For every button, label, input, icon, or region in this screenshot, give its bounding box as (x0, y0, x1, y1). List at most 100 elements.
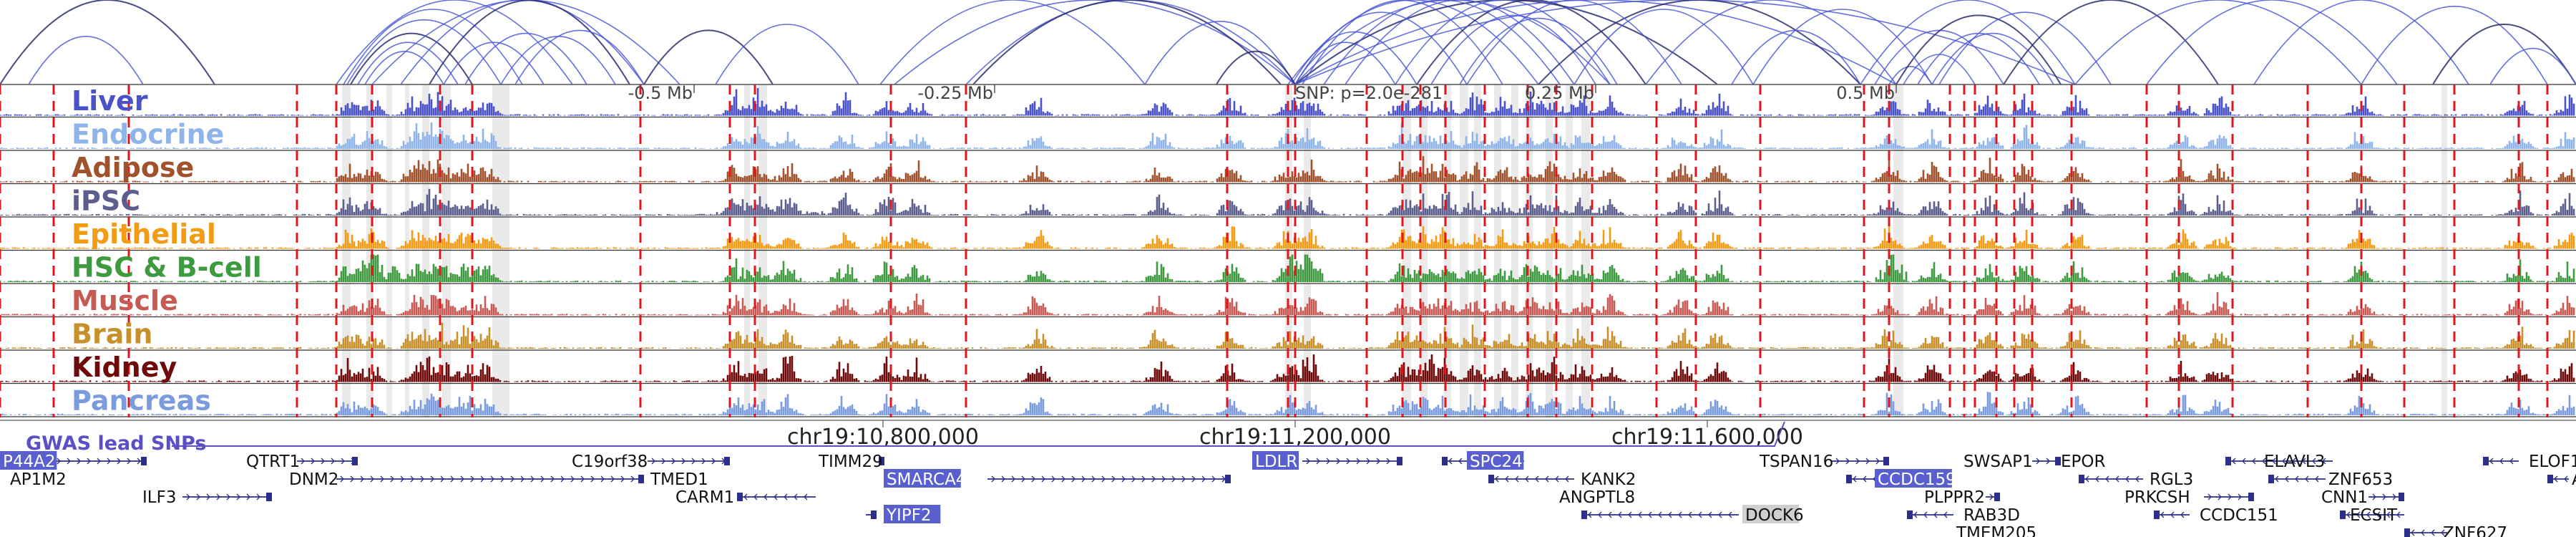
gwas-connector (172, 421, 1785, 447)
gene-exon (1581, 511, 1587, 519)
offset-tick-label: -0.25 Mb (917, 83, 993, 103)
gene-exon (2079, 475, 2084, 483)
highlight-band (366, 84, 374, 417)
loop-arc (443, 42, 545, 85)
gene-znf627: ZNF627 (2404, 524, 2507, 537)
loop-arc (1538, 0, 1861, 85)
gene-exon (871, 511, 877, 519)
loop-arc (1302, 0, 1503, 85)
gene-swsap1: SWSAP1 (1963, 453, 2061, 471)
gene-tmed1: TMED1 (650, 470, 708, 489)
gene-label: EPOR (2061, 453, 2106, 471)
gene-smarca4: SMARCA4 (884, 469, 1231, 489)
track-label: Muscle (72, 285, 178, 316)
loop-arc (2489, 48, 2576, 85)
loop-arc (1416, 0, 1646, 85)
highlight-band (1566, 84, 1573, 417)
track-hsc-b-cell (0, 254, 2576, 284)
gene-c19orf38: C19orf38 (572, 453, 730, 471)
strand-arrows (1989, 493, 1994, 500)
loop-arc (1888, 66, 1933, 85)
gene-exon (1994, 493, 2000, 501)
gene-rgl3: RGL3 (2079, 470, 2193, 489)
gene-label: TIMM29 (818, 453, 883, 471)
gene-elavl3: ELAVL3 (2225, 453, 2333, 471)
gene-exon (2225, 457, 2231, 465)
loop-arc (514, 29, 645, 85)
gene-label: LDLR (1255, 453, 1297, 471)
gene-plppr2: PLPPR2 (1924, 488, 2000, 507)
gene-dnm2: DNM2 (289, 470, 644, 489)
gene-highlight-box (1467, 451, 1524, 470)
gene-yipf2: YIPF2 (866, 505, 941, 525)
loop-arc (1860, 0, 2076, 85)
gene-label: PLPPR2 (1924, 488, 1985, 507)
highlight-band (1444, 84, 1451, 417)
gene-exon (1907, 511, 1913, 519)
gene-exon (1846, 475, 1852, 483)
loop-arc (1938, 11, 2112, 85)
signal-peaks (0, 122, 2575, 149)
gene-label: YIPF2 (886, 506, 932, 525)
gene-label: DOCK6 (1745, 506, 1804, 525)
signal-peaks (0, 254, 2575, 282)
strand-arrows (2372, 493, 2396, 500)
gene-label: SWSAP1 (1963, 453, 2033, 471)
loop-arc (2146, 0, 2398, 85)
gene-ccdc151: CCDC151 (2154, 506, 2278, 525)
strand-arrows (1835, 458, 1880, 465)
gene-label: ANGPTL8 (1559, 488, 1635, 507)
loop-arc (350, 32, 473, 85)
gene-label: CARM1 (675, 488, 734, 507)
track-label: Kidney (72, 352, 177, 383)
gene-label: ZNF627 (2443, 524, 2507, 537)
chromatin-loop-arcs (0, 0, 2576, 85)
gene-tspan16: TSPAN16 (1759, 453, 1889, 471)
highlight-band (342, 84, 351, 417)
track-label: Endocrine (72, 119, 224, 150)
gene-exon (141, 457, 147, 465)
gene-label: TSPAN16 (1759, 453, 1833, 471)
gene-elof1: ELOF1 (2483, 453, 2576, 471)
gene-prkcsh: PRKCSH (2124, 488, 2254, 507)
loop-arc (1731, 29, 1861, 85)
gene-label: CCDC159 (1878, 470, 1956, 489)
loop-arc (972, 0, 1282, 85)
gene-qtrt1: QTRT1 (246, 453, 358, 471)
strand-arrows (2275, 475, 2319, 483)
gene-label: PRKCSH (2124, 488, 2190, 507)
strand-arrows (301, 458, 355, 465)
gene-exon (879, 457, 884, 465)
gene-label: AC (2572, 470, 2576, 489)
strand-arrows (743, 493, 808, 500)
loop-arc (1752, 9, 1933, 85)
highlight-band (758, 84, 767, 417)
gwas-lead-snps: GWAS lead SNPs (26, 421, 1785, 455)
gene-epor: EPOR (2061, 453, 2106, 471)
highlight-band (386, 84, 392, 417)
loop-arc (2253, 0, 2469, 85)
gene-label: SPC24 (1470, 453, 1523, 471)
track-label: Adipose (72, 152, 194, 183)
gene-dock6: DOCK6 (1581, 505, 1804, 525)
gene-label: ZNF653 (2328, 470, 2393, 489)
gene-label: QTRT1 (246, 453, 300, 471)
gene-ilf3: ILF3 (142, 488, 272, 507)
loop-arc (1294, 0, 2076, 85)
strand-arrows (2554, 475, 2568, 483)
strand-arrows (2207, 493, 2242, 500)
highlight-band (1494, 84, 1501, 417)
gene-exon (724, 457, 730, 465)
loop-arc (371, 0, 680, 85)
gene-exon (266, 493, 272, 501)
gene-exon (1225, 475, 1231, 483)
gene-tmem205: TMEM205 (1956, 524, 2036, 537)
gene-ccdc159: CCDC159 (1846, 469, 1956, 489)
gene-exon (2399, 493, 2404, 501)
loop-arc (1430, 14, 1596, 85)
gene-highlight-box (1742, 505, 1800, 523)
loop-arc (1144, 21, 1296, 85)
loop-arc (1395, 0, 1611, 85)
